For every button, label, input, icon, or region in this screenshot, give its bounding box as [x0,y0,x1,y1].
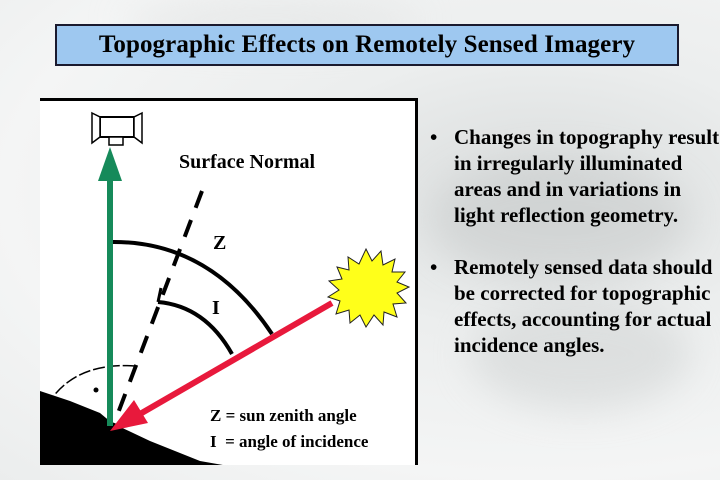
incidence-arc-tick [156,287,163,303]
bullet-list: • Changes in topography result in irregu… [430,124,720,384]
surface-normal-line [110,190,204,430]
bullet-item: • Remotely sensed data should be correct… [430,254,720,358]
sensor-arrow-head [98,147,122,181]
surface-normal-label: Surface Normal [179,151,316,173]
bullet-item: • Changes in topography result in irregu… [430,124,720,228]
sun-ray-arrow-head [110,400,148,431]
legend-zenith: Z = sun zenith angle [210,406,357,425]
bullet-text: Remotely sensed data should be corrected… [454,255,713,357]
title-banner: Topographic Effects on Remotely Sensed I… [55,24,679,66]
slide-title: Topographic Effects on Remotely Sensed I… [98,31,636,58]
topographic-diagram: Surface Normal Z I Z = sun zenith angle … [40,98,418,465]
terrain-slope [40,391,223,465]
background-cloud [430,160,690,280]
sun-icon [326,247,411,328]
legend-incidence: I = angle of incidence [210,432,369,451]
incidence-angle-arc [157,300,234,355]
diagram-graphics [40,111,411,465]
bullet-marker: • [430,125,438,149]
zenith-angle-label: Z [213,232,227,254]
satellite-sensor-icon [91,111,143,146]
right-angle-dot [93,387,99,393]
sun-ray-line [138,300,334,417]
background-cloud [470,300,690,410]
zenith-angle-arc [111,239,274,336]
incidence-angle-label: I [212,297,220,319]
bullet-marker: • [430,255,438,279]
right-angle-arc [40,364,136,420]
bullet-text: Changes in topography result in irregula… [454,125,720,227]
